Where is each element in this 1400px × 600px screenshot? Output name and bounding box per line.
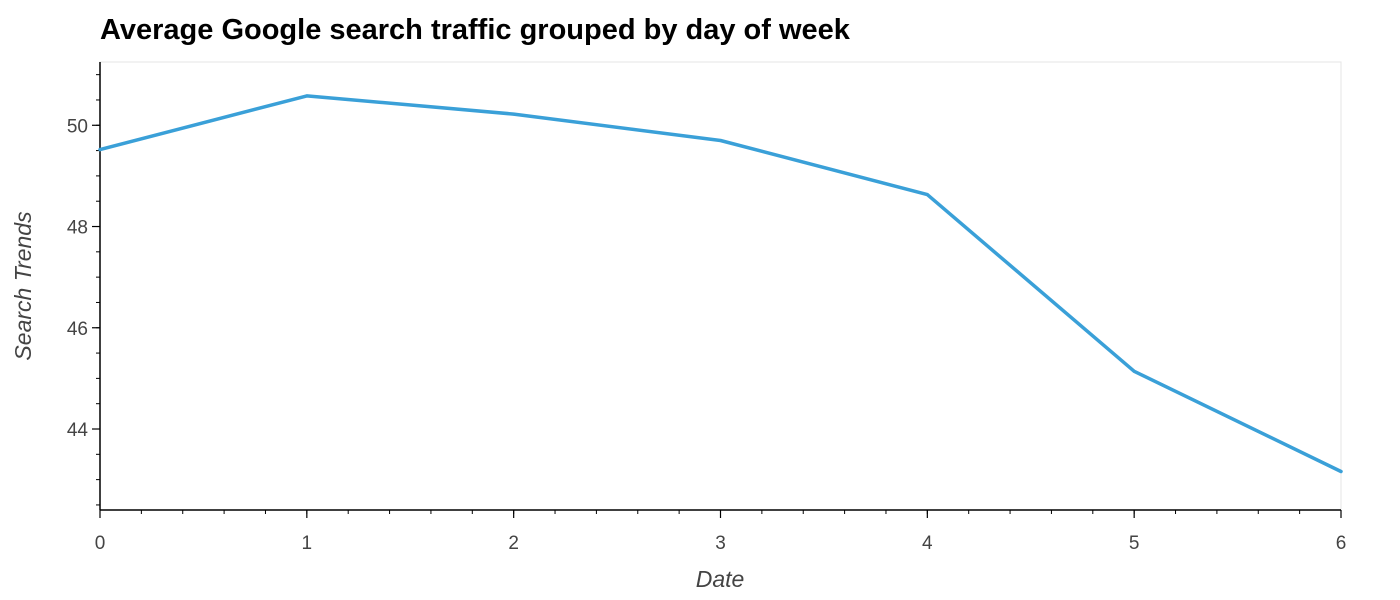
data-point <box>1132 369 1136 373</box>
data-point <box>925 193 929 197</box>
y-axis: 44 46 48 50 <box>67 62 101 510</box>
data-point <box>98 148 102 152</box>
x-axis-label: Date <box>696 566 745 592</box>
y-tick-label: 50 <box>67 116 88 137</box>
x-tick-label: 4 <box>922 533 933 554</box>
y-axis-label: Search Trends <box>10 211 36 361</box>
plot-area <box>99 61 1342 511</box>
x-tick-label: 5 <box>1129 533 1140 554</box>
data-point <box>305 94 309 98</box>
y-tick-label: 48 <box>67 218 88 239</box>
data-point <box>719 138 722 142</box>
x-tick-label: 6 <box>1336 533 1347 554</box>
data-point <box>1339 470 1343 474</box>
chart-title: Average Google search traffic grouped by… <box>100 14 850 46</box>
x-tick-label: 3 <box>715 533 726 554</box>
x-tick-label: 2 <box>508 533 519 554</box>
y-tick-label: 46 <box>67 319 88 340</box>
data-point <box>512 112 516 116</box>
x-axis: 0 1 2 3 4 5 6 <box>95 509 1347 554</box>
x-tick-label: 0 <box>95 533 106 554</box>
x-tick-label: 1 <box>302 533 313 554</box>
y-tick-label: 44 <box>67 420 89 441</box>
series-layer <box>98 94 1343 474</box>
